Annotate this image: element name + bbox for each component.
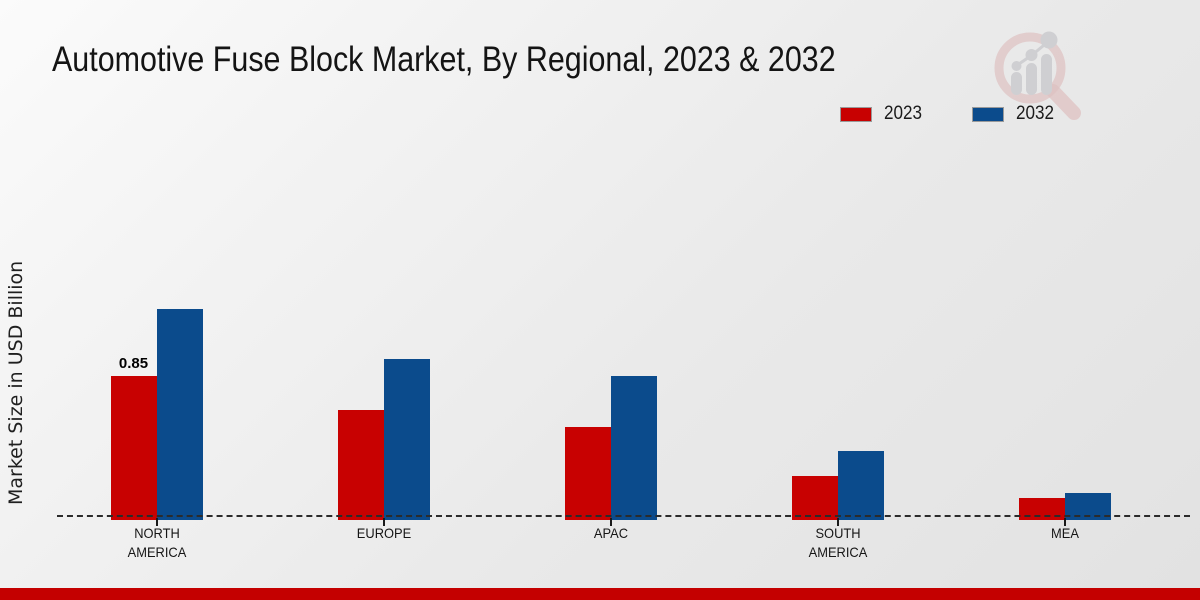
bar-2023-south-america — [792, 476, 839, 520]
bar-2023-europe — [337, 410, 384, 520]
bar-2032-north-america — [156, 309, 203, 520]
footer-accent-bar — [0, 588, 1200, 600]
x-axis-tick-apac — [609, 518, 612, 526]
bar-2023-north-america — [110, 376, 157, 520]
logo-bar-icon — [1041, 54, 1052, 95]
bar-2023-mea — [1019, 498, 1066, 520]
bar-2032-south-america — [838, 451, 885, 520]
legend-swatch-2023 — [840, 106, 872, 122]
legend-label-2023: 2023 — [884, 103, 923, 124]
category-label-south-america: SOUTH AMERICA — [808, 525, 868, 560]
category-label-apac: APAC — [593, 525, 628, 541]
data-label-2023-north-america: 0.85 — [118, 355, 149, 372]
x-axis-tick-mea — [1064, 518, 1067, 526]
magnifier-handle-icon — [1046, 84, 1081, 120]
legend-swatch-2032 — [972, 106, 1005, 122]
bar-2023-apac — [564, 427, 611, 520]
logo-dot-icon — [1025, 49, 1038, 61]
logo-bar-icon — [1026, 63, 1037, 95]
category-label-mea: MEA — [1051, 525, 1080, 541]
bar-2032-apac — [610, 376, 657, 520]
x-axis-baseline — [57, 515, 1190, 517]
magnifier-ring-icon — [994, 32, 1066, 104]
category-label-north-america: NORTH AMERICA — [127, 525, 186, 560]
logo-dot-icon — [1011, 61, 1022, 71]
legend-item-2023: 2023 — [840, 103, 926, 125]
magnifier-bar-chart-logo-watermark — [994, 31, 1081, 120]
x-axis-tick-north-america — [155, 518, 158, 526]
legend-item-2032: 2032 — [972, 103, 1058, 125]
legend: 2023 2032 — [840, 103, 1059, 125]
logo-dot-icon — [1040, 31, 1058, 49]
x-axis-tick-europe — [382, 518, 385, 526]
chart-title: Automotive Fuse Block Market, By Regiona… — [52, 40, 836, 79]
legend-label-2032: 2032 — [1016, 103, 1055, 124]
logo-bar-icon — [1011, 72, 1022, 95]
x-axis-tick-south-america — [837, 518, 840, 526]
category-label-europe: EUROPE — [356, 525, 411, 541]
bar-2032-europe — [383, 359, 430, 520]
